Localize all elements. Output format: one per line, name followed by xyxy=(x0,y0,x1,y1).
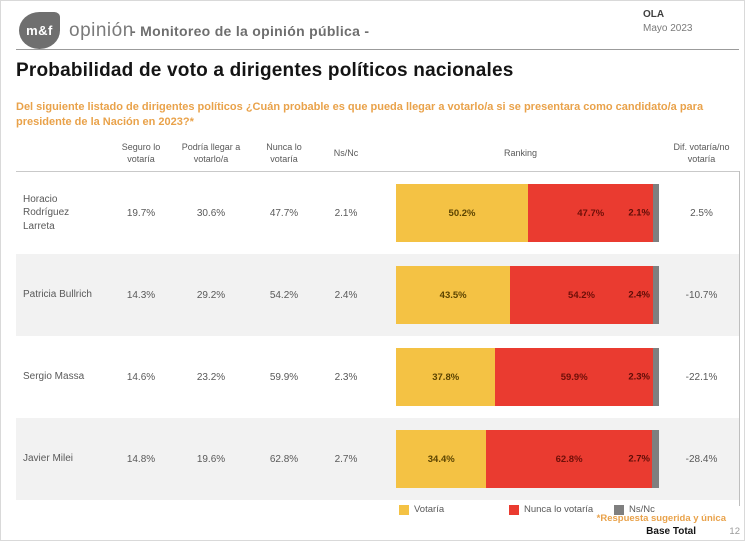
seguro-value: 14.6% xyxy=(126,371,156,383)
legend-swatch-icon xyxy=(614,504,624,515)
candidate-name: Javier Milei xyxy=(23,453,74,465)
ranking-bar-cell: 37.8% 59.9% 2.3% xyxy=(377,348,664,406)
base-total-label: Base Total xyxy=(646,526,696,537)
stacked-bar: 50.2% 47.7% 2.1% xyxy=(396,184,659,242)
legend-item: Ns/Nc xyxy=(614,504,655,515)
bar-segment-nsnc xyxy=(652,348,659,406)
col-header-diff: Dif. votaría/no votaría xyxy=(673,141,730,164)
wave-label: OLA xyxy=(643,9,665,20)
stacked-bar: 34.4% 62.8% 2.7% xyxy=(396,430,659,488)
bar-label-nsnc: 2.4% xyxy=(628,289,650,301)
table-header: Seguro lo votaría Podría llegar a votarl… xyxy=(16,137,739,170)
nunca-value: 59.9% xyxy=(269,371,299,383)
col-header-ranking: Ranking xyxy=(503,147,538,158)
diff-value: -10.7% xyxy=(685,289,718,301)
logo-text: m&f xyxy=(26,23,53,38)
bar-segment-nunca: 62.8% xyxy=(486,430,652,488)
stacked-bar: 37.8% 59.9% 2.3% xyxy=(396,348,659,406)
nunca-value: 54.2% xyxy=(269,289,299,301)
table-row: Javier Milei 14.8% 19.6% 62.8% 2.7% 34.4… xyxy=(16,418,739,500)
bar-segment-votaria: 34.4% xyxy=(396,430,487,488)
diff-value: 2.5% xyxy=(690,207,713,219)
table-row: Sergio Massa 14.6% 23.2% 59.9% 2.3% 37.8… xyxy=(16,336,739,418)
wave-info: OLA Mayo 2023 xyxy=(643,8,692,35)
podria-value: 23.2% xyxy=(196,371,226,383)
bar-segment-nsnc xyxy=(652,266,659,324)
bar-segment-nsnc xyxy=(653,184,659,242)
col-header-podria: Podría llegar a votarlo/a xyxy=(181,141,241,164)
bar-segment-nunca: 47.7% xyxy=(528,184,654,242)
legend-swatch-icon xyxy=(509,504,519,515)
bar-segment-nsnc xyxy=(651,430,659,488)
bar-segment-nunca: 54.2% xyxy=(510,266,653,324)
page-number: 12 xyxy=(729,526,740,537)
nsnc-value: 2.3% xyxy=(334,371,358,383)
diff-value: -22.1% xyxy=(685,371,718,383)
legend-swatch-icon xyxy=(399,504,409,515)
seguro-value: 14.3% xyxy=(126,289,156,301)
bar-segment-votaria: 43.5% xyxy=(396,266,511,324)
nsnc-value: 2.7% xyxy=(334,453,358,465)
bar-segment-votaria: 37.8% xyxy=(396,348,496,406)
logo-wordmark: opinión xyxy=(69,19,134,41)
legend-item: Votaría xyxy=(399,504,444,515)
bar-label-nsnc: 2.7% xyxy=(628,453,650,465)
legend-label: Votaría xyxy=(414,504,445,515)
report-subtitle: - Monitoreo de la opinión pública - xyxy=(131,23,370,39)
bar-label-nsnc: 2.1% xyxy=(628,207,650,219)
bar-segment-nunca: 59.9% xyxy=(495,348,653,406)
candidate-name: Sergio Massa xyxy=(23,371,85,383)
bar-label-nsnc: 2.3% xyxy=(628,371,650,383)
ranking-bar-cell: 43.5% 54.2% 2.4% xyxy=(377,266,664,324)
stacked-bar: 43.5% 54.2% 2.4% xyxy=(396,266,659,324)
brand: m&f opinión xyxy=(19,12,134,49)
legend-label: Ns/Nc xyxy=(629,504,655,515)
candidate-name: Patricia Bullrich xyxy=(23,289,92,301)
bar-segment-votaria: 50.2% xyxy=(396,184,529,242)
nunca-value: 47.7% xyxy=(269,207,299,219)
survey-question: Del siguiente listado de dirigentes polí… xyxy=(16,101,704,128)
page-title: Probabilidad de voto a dirigentes políti… xyxy=(16,60,514,81)
podria-value: 29.2% xyxy=(196,289,226,301)
table-row: Horacio Rodríguez Larreta 19.7% 30.6% 47… xyxy=(16,172,739,254)
mf-opinion-logo-icon: m&f xyxy=(19,12,60,49)
nsnc-value: 2.4% xyxy=(334,289,358,301)
table-row: Patricia Bullrich 14.3% 29.2% 54.2% 2.4%… xyxy=(16,254,739,336)
col-header-nsnc: Ns/Nc xyxy=(333,147,359,158)
col-header-seguro: Seguro lo votaría xyxy=(121,141,161,164)
seguro-value: 19.7% xyxy=(126,207,156,219)
table-body: Horacio Rodríguez Larreta 19.7% 30.6% 47… xyxy=(16,172,739,500)
header-divider xyxy=(16,49,739,50)
legend-label: Nunca lo votaría xyxy=(524,504,594,515)
table-header-divider xyxy=(16,171,739,172)
footnote: *Respuesta sugerida y única xyxy=(596,513,726,524)
wave-date: Mayo 2023 xyxy=(643,22,693,34)
nunca-value: 62.8% xyxy=(269,453,299,465)
podria-value: 19.6% xyxy=(196,453,226,465)
candidate-name: Horacio Rodríguez Larreta xyxy=(23,193,70,232)
col-header-nunca: Nunca lo votaría xyxy=(266,141,302,164)
diff-value: -28.4% xyxy=(685,453,718,465)
ranking-bar-cell: 34.4% 62.8% 2.7% xyxy=(377,430,664,488)
table-right-border xyxy=(739,171,740,506)
legend-item: Nunca lo votaría xyxy=(509,504,593,515)
nsnc-value: 2.1% xyxy=(334,207,358,219)
podria-value: 30.6% xyxy=(196,207,226,219)
ranking-bar-cell: 50.2% 47.7% 2.1% xyxy=(377,184,664,242)
seguro-value: 14.8% xyxy=(126,453,156,465)
